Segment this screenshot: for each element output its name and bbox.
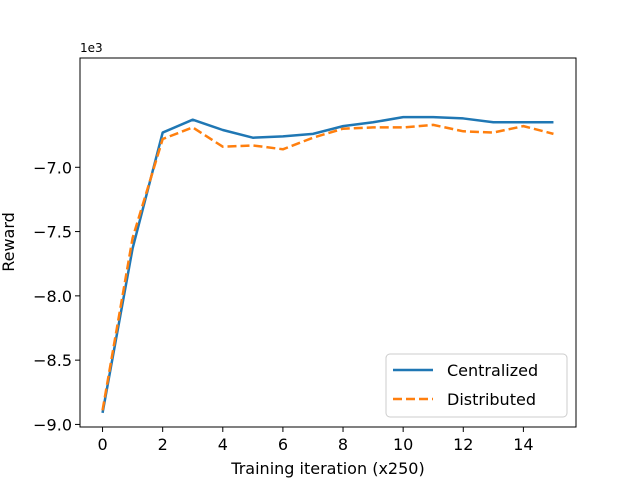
y-tick-label: −8.0 (33, 287, 72, 306)
y-tick-label: −7.0 (33, 158, 72, 177)
legend-label-centralized: Centralized (447, 361, 538, 380)
y-offset-label: 1e3 (80, 41, 103, 55)
y-tick-label: −7.5 (33, 223, 72, 242)
x-tick-label: 12 (453, 435, 473, 454)
x-tick-label: 14 (513, 435, 533, 454)
legend-label-distributed: Distributed (447, 390, 536, 409)
series-line-distributed (101, 123, 554, 411)
y-tick-label: −9.0 (33, 415, 72, 434)
y-axis: −9.0 −8.5 −8.0 −7.5 −7.0 (33, 158, 80, 434)
legend: Centralized Distributed (385, 353, 568, 418)
plot-frame (79, 57, 577, 428)
x-tick-label: 6 (278, 435, 288, 454)
series-layer (101, 115, 554, 414)
x-axis-label: Training iteration (x250) (230, 459, 424, 478)
series-line-centralized (101, 115, 554, 414)
y-axis-label: Reward (0, 212, 18, 272)
x-tick-label: 4 (218, 435, 228, 454)
x-tick-label: 8 (338, 435, 348, 454)
x-axis: 0 2 4 6 8 10 12 14 (97, 427, 534, 454)
x-tick-label: 0 (97, 435, 107, 454)
x-tick-label: 10 (393, 435, 413, 454)
x-tick-label: 2 (158, 435, 168, 454)
y-tick-label: −8.5 (33, 351, 72, 370)
